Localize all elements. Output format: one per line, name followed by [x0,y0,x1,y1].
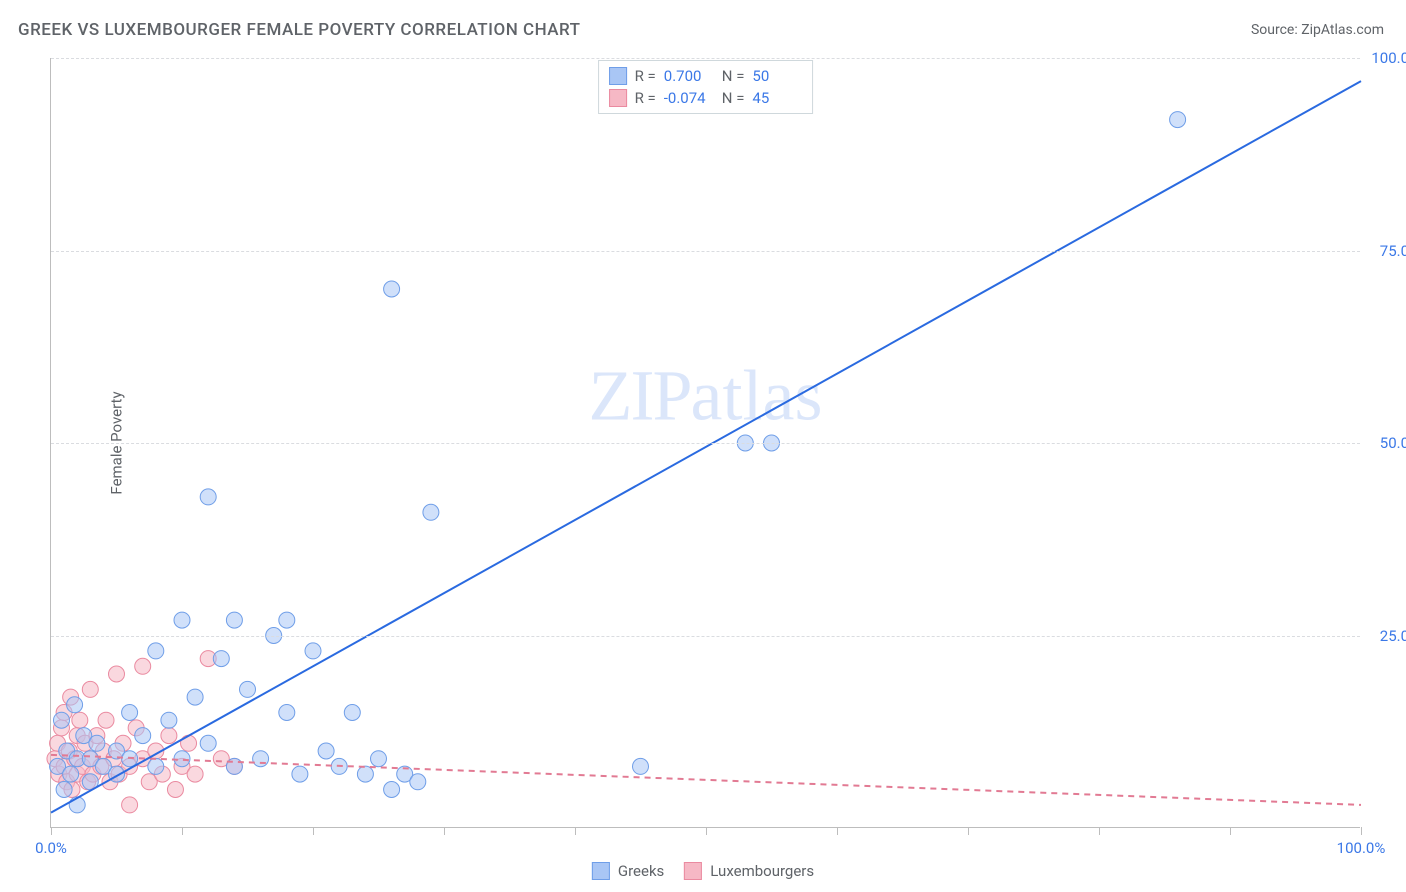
data-point [1170,112,1186,128]
data-point [292,766,308,782]
data-point [122,797,138,813]
xtick-label: 0.0% [35,839,67,857]
legend-item-greeks: Greeks [592,862,664,880]
data-point [135,658,151,674]
data-point [56,782,72,798]
data-point [69,797,85,813]
data-point [161,712,177,728]
data-point [253,751,269,767]
xtick [1230,827,1231,835]
plot-area: Female Poverty ZIPatlas R = 0.700 N = 50… [50,58,1360,828]
legend-label-greeks: Greeks [618,862,664,880]
data-point [122,705,138,721]
ytick-label: 50.0% [1365,434,1406,452]
gridline-h [51,58,1360,59]
data-point [633,758,649,774]
ytick-label: 25.0% [1365,627,1406,645]
source-attribution: Source: ZipAtlas.com [1251,22,1384,38]
data-point [384,782,400,798]
data-point [181,735,197,751]
legend-item-luxembourgers: Luxembourgers [684,862,814,880]
ytick-label: 100.0% [1365,49,1406,67]
data-point [135,728,151,744]
data-point [371,751,387,767]
xtick [837,827,838,835]
data-point [240,681,256,697]
data-point [72,712,88,728]
xtick-label: 100.0% [1337,839,1386,857]
data-point [174,612,190,628]
data-point [200,735,216,751]
data-point [109,666,125,682]
data-point [53,712,69,728]
data-point [200,489,216,505]
data-point [187,689,203,705]
data-point [305,643,321,659]
data-point [161,728,177,744]
trend-line [51,755,1361,805]
gridline-h [51,251,1360,252]
data-point [410,774,426,790]
legend-label-luxembourgers: Luxembourgers [710,862,814,880]
xtick [51,827,52,835]
data-point [226,612,242,628]
data-point [67,697,83,713]
data-point [318,743,334,759]
data-point [187,766,203,782]
xtick [313,827,314,835]
xtick [575,827,576,835]
data-point [279,612,295,628]
xtick [182,827,183,835]
gridline-h [51,636,1360,637]
data-point [384,281,400,297]
data-point [148,758,164,774]
xtick [1361,827,1362,835]
data-point [63,766,79,782]
data-point [344,705,360,721]
data-point [279,705,295,721]
xtick [444,827,445,835]
xtick [968,827,969,835]
data-point [357,766,373,782]
series-legend: Greeks Luxembourgers [592,862,814,880]
legend-swatch-luxembourgers [684,862,702,880]
trend-line [51,81,1361,813]
data-point [82,681,98,697]
gridline-h [51,443,1360,444]
chart-title: GREEK VS LUXEMBOURGER FEMALE POVERTY COR… [18,20,581,40]
legend-swatch-greeks [592,862,610,880]
data-point [89,735,105,751]
data-point [98,712,114,728]
data-point [148,643,164,659]
ytick-label: 75.0% [1365,242,1406,260]
data-point [213,651,229,667]
xtick [706,827,707,835]
data-point [167,782,183,798]
data-point [423,504,439,520]
xtick [1099,827,1100,835]
